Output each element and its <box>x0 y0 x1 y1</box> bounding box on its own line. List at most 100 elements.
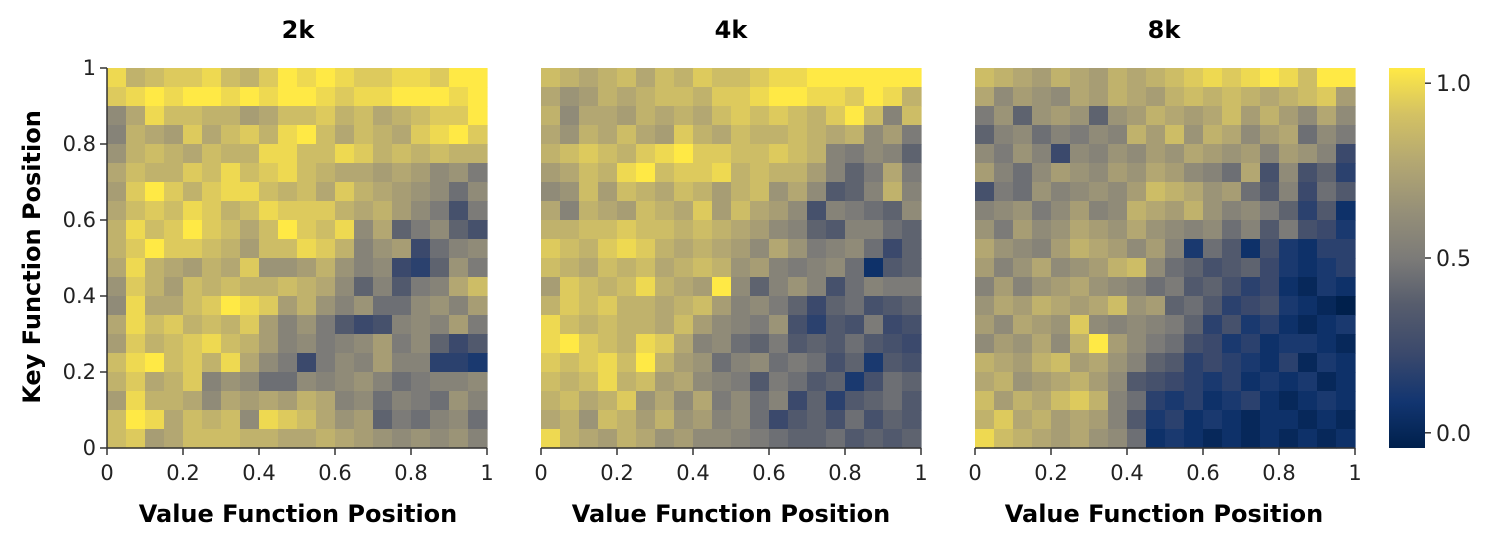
heatmap-cell <box>449 296 469 316</box>
heatmap-cell <box>221 87 241 107</box>
heatmap-cell <box>1317 201 1337 221</box>
heatmap-cell <box>1013 296 1033 316</box>
heatmap-cell <box>449 163 469 183</box>
heatmap-cell <box>617 163 637 183</box>
heatmap-cell <box>598 125 618 145</box>
heatmap-cell <box>617 106 637 126</box>
heatmap-cell <box>1222 391 1242 411</box>
heatmap-cell <box>731 353 751 373</box>
heatmap-cell <box>788 353 808 373</box>
heatmap-cell <box>864 239 884 259</box>
heatmap-cell <box>316 144 336 164</box>
heatmap-cell <box>883 239 903 259</box>
heatmap-cell <box>883 220 903 240</box>
heatmap-cell <box>1336 239 1356 259</box>
heatmap-cell <box>769 87 789 107</box>
heatmap-cell <box>1241 296 1261 316</box>
heatmap-cell <box>674 201 694 221</box>
heatmap-cell <box>541 296 561 316</box>
heatmap-cell <box>1184 125 1204 145</box>
heatmap-cell <box>541 125 561 145</box>
heatmap-cell <box>145 410 165 430</box>
heatmap-cell <box>1051 391 1071 411</box>
heatmap-cell <box>221 258 241 278</box>
heatmap-cell <box>712 429 732 449</box>
heatmap-cell <box>1108 144 1128 164</box>
heatmap-cell <box>731 296 751 316</box>
x-tick-label: 1 <box>480 461 493 485</box>
heatmap-cell <box>826 429 846 449</box>
x-tick-label: 0.2 <box>1034 461 1067 485</box>
heatmap-cell <box>392 277 412 297</box>
heatmap-cell <box>1127 315 1147 335</box>
heatmap-cell <box>769 239 789 259</box>
heatmap-cell <box>1089 163 1109 183</box>
heatmap-cell <box>1165 258 1185 278</box>
heatmap-cell <box>240 315 260 335</box>
heatmap-cell <box>411 391 431 411</box>
heatmap-cell <box>655 163 675 183</box>
heatmap-cell <box>693 144 713 164</box>
heatmap-cell <box>1070 391 1090 411</box>
heatmap-cell <box>259 106 279 126</box>
heatmap-cell <box>1279 353 1299 373</box>
heatmap-cell <box>354 296 374 316</box>
heatmap-cell <box>354 391 374 411</box>
heatmap-cell <box>1089 239 1109 259</box>
heatmap-cell <box>1222 296 1242 316</box>
heatmap-cell <box>107 277 127 297</box>
heatmap-cell <box>1089 391 1109 411</box>
heatmap-cell <box>373 258 393 278</box>
heatmap-cell <box>788 87 808 107</box>
heatmap-cell <box>240 277 260 297</box>
heatmap-cell <box>1146 391 1166 411</box>
heatmap-cell <box>655 68 675 88</box>
heatmap-cell <box>994 258 1014 278</box>
heatmap-cell <box>449 125 469 145</box>
heatmap-cell <box>1070 277 1090 297</box>
heatmap-cell <box>769 68 789 88</box>
heatmap-cell <box>411 201 431 221</box>
heatmap-cell <box>1127 258 1147 278</box>
heatmap-cell <box>731 410 751 430</box>
panel-2k: 2k 0 0.2 0.4 0.6 0.8 1 0 0.2 0.4 0.6 0.8 1 Value F… <box>18 16 494 528</box>
heatmap-cell <box>750 429 770 449</box>
heatmap-cell <box>826 68 846 88</box>
heatmap-cell <box>560 106 580 126</box>
heatmap-cell <box>297 296 317 316</box>
heatmap-cell <box>655 201 675 221</box>
heatmap-cell <box>864 410 884 430</box>
heatmap-cell <box>259 163 279 183</box>
heatmap-cell <box>560 258 580 278</box>
heatmap-cell <box>164 391 184 411</box>
heatmap-cell <box>164 106 184 126</box>
heatmap-cell <box>750 182 770 202</box>
heatmap-cell <box>392 353 412 373</box>
heatmap-cell <box>1336 220 1356 240</box>
heatmap-cell <box>712 277 732 297</box>
heatmap-cell <box>1336 429 1356 449</box>
heatmap-cell <box>1241 334 1261 354</box>
heatmap-cell <box>1279 258 1299 278</box>
heatmap-cell <box>864 68 884 88</box>
heatmap-cell <box>1013 429 1033 449</box>
heatmap-cell <box>468 68 488 88</box>
heatmap-cell <box>1222 429 1242 449</box>
heatmap-cell <box>1241 220 1261 240</box>
heatmap-cell <box>1222 372 1242 392</box>
heatmap-cell <box>598 391 618 411</box>
heatmap-cell <box>1032 144 1052 164</box>
heatmap-cell <box>1127 68 1147 88</box>
heatmap-cell <box>883 410 903 430</box>
heatmap-cell <box>468 334 488 354</box>
heatmap-cell <box>826 144 846 164</box>
heatmap-cell <box>259 125 279 145</box>
heatmap-cell <box>278 277 298 297</box>
heatmap-cell <box>164 296 184 316</box>
heatmap-cell <box>373 353 393 373</box>
heatmap-cell <box>221 315 241 335</box>
heatmap-cell <box>864 125 884 145</box>
heatmap-cell <box>1279 315 1299 335</box>
heatmap-cell <box>1317 334 1337 354</box>
heatmap-cell <box>731 87 751 107</box>
